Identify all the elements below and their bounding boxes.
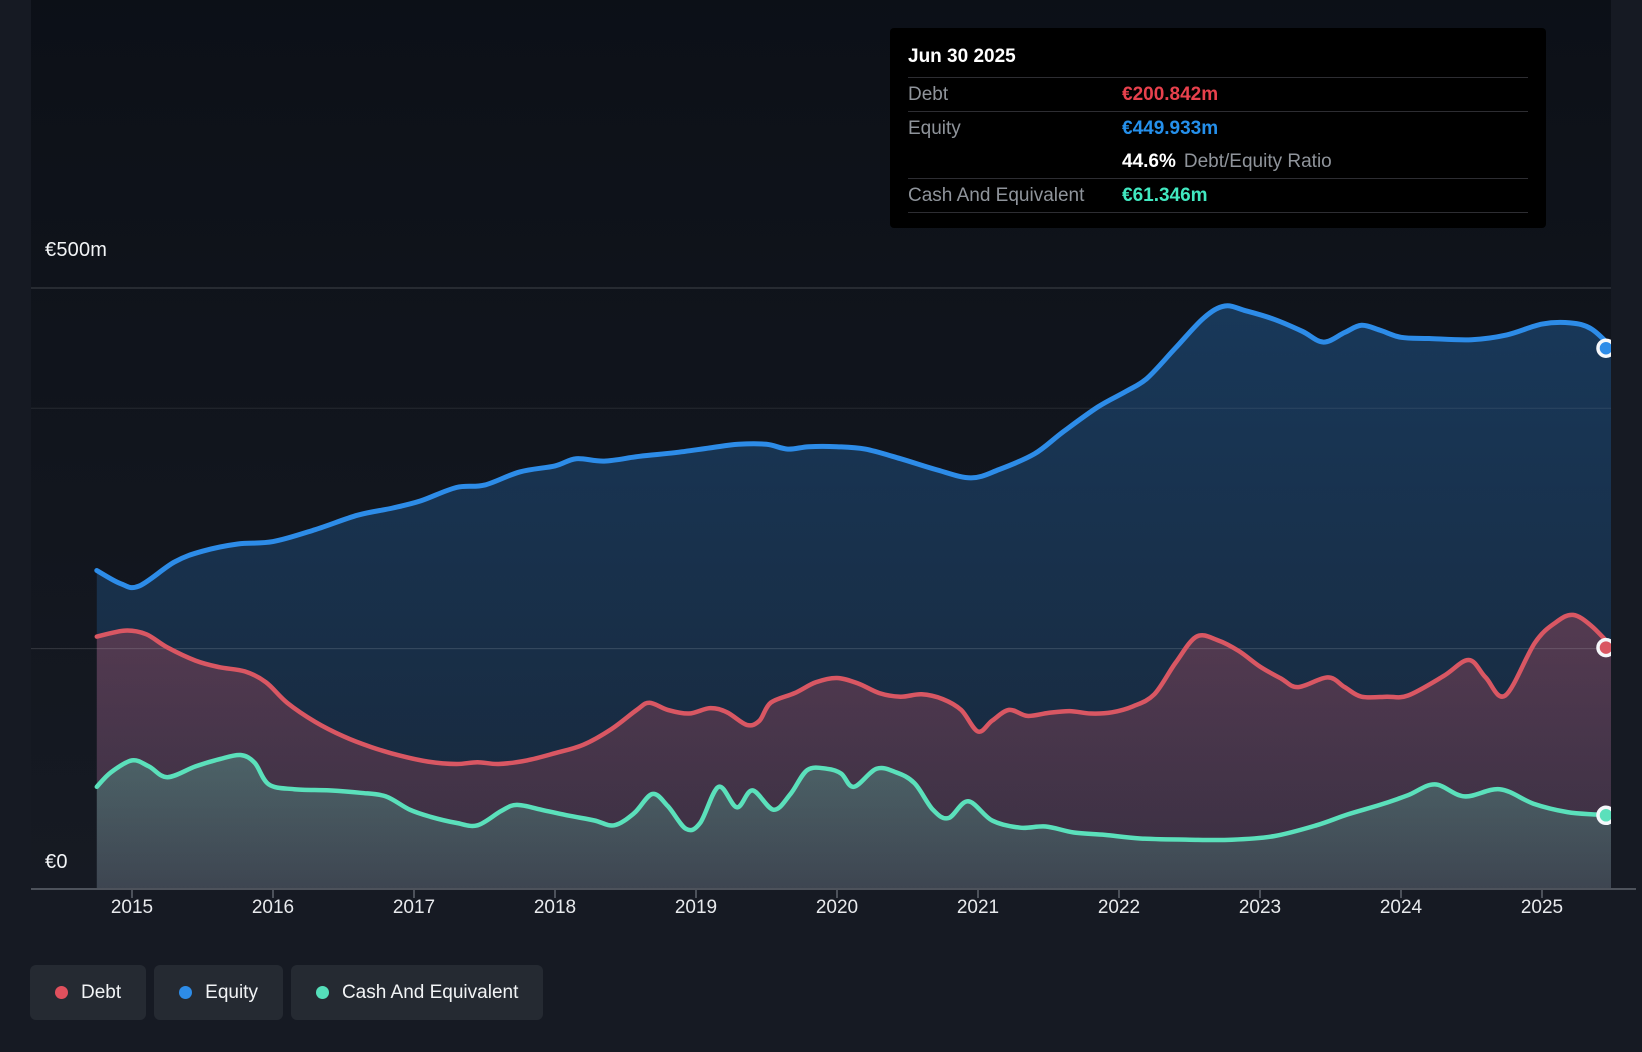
x-axis-label-2018: 2018 (534, 897, 576, 919)
y-axis-label-500m: €500m (45, 239, 107, 262)
legend-cash-label: Cash And Equivalent (342, 982, 518, 1004)
tooltip-row-ratio: 44.6% Debt/Equity Ratio (908, 145, 1528, 179)
cash-dot-icon (316, 986, 329, 999)
chart-tooltip: Jun 30 2025 Debt €200.842m Equity €449.9… (890, 28, 1546, 228)
tooltip-debt-value: €200.842m (1122, 84, 1218, 106)
debt-dot-icon (55, 986, 68, 999)
tooltip-ratio-label: Debt/Equity Ratio (1184, 151, 1332, 173)
cash-and-equivalent-end-marker (1598, 807, 1614, 823)
tooltip-cash-label: Cash And Equivalent (908, 185, 1122, 207)
tooltip-equity-label: Equity (908, 118, 1122, 140)
tooltip-cash-value: €61.346m (1122, 185, 1208, 207)
tooltip-row-equity: Equity €449.933m (908, 112, 1528, 145)
x-axis-label-2015: 2015 (111, 897, 153, 919)
debt-end-marker (1598, 640, 1614, 656)
tooltip-ratio-value: 44.6% (1122, 151, 1176, 173)
equity-end-marker (1598, 340, 1614, 356)
legend-equity-label: Equity (205, 982, 258, 1004)
x-axis-label-2024: 2024 (1380, 897, 1422, 919)
chart-legend: Debt Equity Cash And Equivalent (30, 965, 543, 1020)
legend-item-equity[interactable]: Equity (154, 965, 283, 1020)
x-axis-label-2025: 2025 (1521, 897, 1563, 919)
x-axis-label-2022: 2022 (1098, 897, 1140, 919)
x-axis-label-2020: 2020 (816, 897, 858, 919)
balance-sheet-history-chart-page: { "theme": { "background": "#161a23", "p… (0, 0, 1642, 1052)
x-axis-label-2023: 2023 (1239, 897, 1281, 919)
tooltip-row-debt: Debt €200.842m (908, 78, 1528, 112)
x-axis-label-2021: 2021 (957, 897, 999, 919)
tooltip-row-cash: Cash And Equivalent €61.346m (908, 179, 1528, 213)
legend-debt-label: Debt (81, 982, 121, 1004)
tooltip-equity-value: €449.933m (1122, 118, 1218, 140)
legend-item-cash[interactable]: Cash And Equivalent (291, 965, 543, 1020)
tooltip-date: Jun 30 2025 (908, 42, 1528, 78)
y-axis-label-0: €0 (45, 851, 68, 874)
x-axis-label-2019: 2019 (675, 897, 717, 919)
x-axis-label-2016: 2016 (252, 897, 294, 919)
equity-dot-icon (179, 986, 192, 999)
tooltip-debt-label: Debt (908, 84, 1122, 106)
x-axis-label-2017: 2017 (393, 897, 435, 919)
legend-item-debt[interactable]: Debt (30, 965, 146, 1020)
